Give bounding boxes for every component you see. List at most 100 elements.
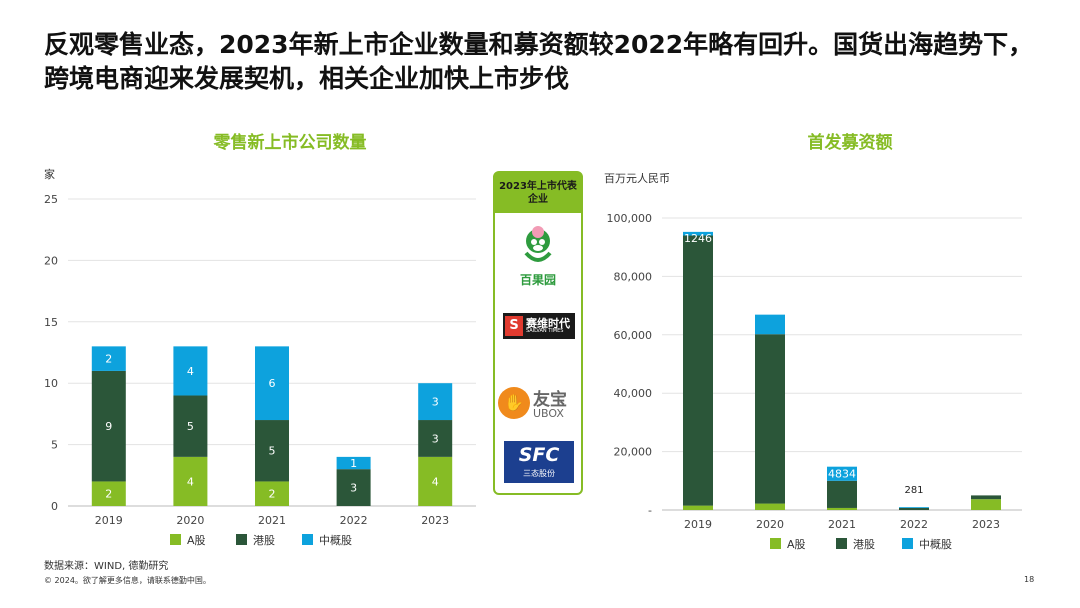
copyright: © 2024。欲了解更多信息，请联系德勤中国。 bbox=[44, 576, 211, 585]
chart-0-bar-2021-中概股 bbox=[255, 346, 289, 421]
chart-0-data-label: 3 bbox=[432, 396, 439, 409]
chart-0-x-tick-label: 2020 bbox=[176, 514, 204, 527]
chart-0-bar-2023-港股 bbox=[418, 420, 453, 457]
chart-0-bar-2022-中概股 bbox=[336, 456, 371, 470]
page-number: 18 bbox=[1024, 575, 1035, 584]
sailvan-sub: SAILVAN TIMES bbox=[526, 328, 564, 334]
chart-0-x-tick-label: 2023 bbox=[421, 514, 449, 527]
sailvan-logo-icon: S bbox=[505, 316, 523, 336]
right-chart-title: 首发募资额 bbox=[807, 133, 893, 153]
chart-1-data-label: 281 bbox=[904, 485, 923, 496]
chart-0-legend-label: A股 bbox=[187, 534, 206, 547]
chart-0-x-tick-label: 2021 bbox=[258, 514, 286, 527]
chart-1-bar-2023-A股 bbox=[971, 499, 1001, 510]
sfc-name: SFC bbox=[518, 444, 560, 466]
chart-1-legend-swatch-中概股 bbox=[902, 538, 913, 549]
baiguoyuan-logo: 百果园 bbox=[509, 223, 567, 287]
chart-1-x-tick-label: 2023 bbox=[972, 518, 1000, 531]
chart-1-y-tick-label: 100,000 bbox=[607, 212, 653, 225]
chart-0-x-tick-label: 2022 bbox=[340, 514, 368, 527]
chart-0-y-tick-label: 25 bbox=[44, 193, 58, 206]
chart-0-data-label: 5 bbox=[269, 445, 276, 458]
representative-companies-panel: 2023年上市代表企业 百果园 S 赛维时代 SAILVAN TIMES ✋ 友… bbox=[493, 171, 583, 495]
chart-0-data-label: 4 bbox=[187, 365, 194, 378]
ubox-sub: UBOX bbox=[533, 407, 564, 420]
chart-1-data-label: 4834 bbox=[828, 468, 856, 481]
sfc-logo-icon: SFC bbox=[504, 444, 574, 466]
chart-0-data-label: 3 bbox=[350, 482, 357, 495]
chart-1-x-tick-label: 2020 bbox=[756, 518, 784, 531]
chart-0-bar-2020-港股 bbox=[173, 395, 208, 457]
chart-0-data-label: 2 bbox=[269, 488, 276, 501]
chart-0-data-label: 5 bbox=[187, 420, 194, 433]
chart-0-data-label: 3 bbox=[432, 432, 439, 445]
chart-1-y-tick-label: 60,000 bbox=[614, 329, 653, 342]
data-source: 数据来源：WIND, 德勤研究 bbox=[44, 561, 169, 572]
chart-1-bar-2019-港股 bbox=[683, 235, 713, 506]
chart-1-bar-2022-港股 bbox=[899, 507, 929, 510]
chart-0-bar-2019-港股 bbox=[91, 370, 126, 482]
chart-0-legend-swatch-A股 bbox=[170, 534, 181, 545]
chart-1-bar-2019-A股 bbox=[683, 505, 713, 510]
chart-0-bar-2023-中概股 bbox=[418, 383, 453, 421]
chart-0-data-label: 4 bbox=[187, 475, 194, 488]
chart-1-x-tick-label: 2019 bbox=[684, 518, 712, 531]
sailvan-logo: S 赛维时代 SAILVAN TIMES bbox=[503, 313, 575, 339]
chart-1-legend-label: 港股 bbox=[853, 538, 875, 551]
chart-1-legend-label: A股 bbox=[787, 538, 806, 551]
sfc-logo: SFC 三态股份 bbox=[504, 441, 574, 483]
chart-1-y-tick-label: - bbox=[648, 504, 652, 517]
chart-0-bar-2023-A股 bbox=[418, 456, 453, 506]
chart-1-y-tick-label: 20,000 bbox=[614, 446, 653, 459]
chart-0-unit-label: 家 bbox=[44, 167, 55, 181]
chart-0-legend-label: 港股 bbox=[253, 534, 275, 547]
chart-1-bar-2021-中概股 bbox=[827, 466, 857, 481]
chart-0-bar-2020-中概股 bbox=[173, 346, 208, 396]
chart-0-bar-2021-A股 bbox=[255, 481, 289, 506]
chart-1-legend-swatch-A股 bbox=[770, 538, 781, 549]
chart-1-y-tick-label: 80,000 bbox=[614, 270, 653, 283]
chart-0-bar-2019-A股 bbox=[91, 481, 126, 506]
chart-1-bar-2023-港股 bbox=[971, 495, 1001, 500]
chart-0-y-tick-label: 20 bbox=[44, 254, 58, 267]
chart-1-bar-2020-A股 bbox=[755, 503, 785, 510]
ubox-name: 友宝 bbox=[533, 390, 567, 410]
chart-0-bar-2020-A股 bbox=[173, 456, 208, 506]
chart-0-bar-2019-中概股 bbox=[91, 346, 126, 371]
chart-1-x-tick-label: 2022 bbox=[900, 518, 928, 531]
chart-0-data-label: 6 bbox=[269, 377, 276, 390]
chart-0-legend-swatch-港股 bbox=[236, 534, 247, 545]
chart-0-y-tick-label: 0 bbox=[51, 500, 58, 513]
chart-1-x-tick-label: 2021 bbox=[828, 518, 856, 531]
ubox-logo: ✋ 友宝 UBOX bbox=[498, 385, 580, 425]
chart-1-bar-2020-港股 bbox=[755, 334, 785, 504]
chart-0-y-tick-label: 15 bbox=[44, 316, 58, 329]
sfc-sub: 三态股份 bbox=[523, 469, 555, 478]
chart-0-legend-swatch-中概股 bbox=[302, 534, 313, 545]
chart-0-y-tick-label: 5 bbox=[51, 439, 58, 452]
chart-0-data-label: 2 bbox=[105, 353, 112, 366]
chart-1-bar-2022-中概股 bbox=[899, 507, 929, 508]
chart-1-unit-label: 百万元人民币 bbox=[604, 172, 670, 185]
chart-0-legend-label: 中概股 bbox=[319, 534, 352, 547]
chart-1-bar-2021-港股 bbox=[827, 480, 857, 508]
chart-1-y-tick-label: 40,000 bbox=[614, 387, 653, 400]
page-headline: 反观零售业态，2023年新上市企业数量和募资额较2022年略有回升。国货出海趋势… bbox=[44, 30, 1034, 93]
chart-0-data-label: 1 bbox=[350, 457, 357, 470]
chart-0-bar-2021-港股 bbox=[255, 420, 289, 482]
chart-0-data-label: 4 bbox=[432, 475, 439, 488]
left-chart-title: 零售新上市公司数量 bbox=[213, 133, 367, 153]
monkey-logo-icon bbox=[524, 226, 552, 262]
chart-1-legend-label: 中概股 bbox=[919, 538, 952, 551]
chart-0-y-tick-label: 10 bbox=[44, 377, 58, 390]
chart-1-bar-2020-中概股 bbox=[755, 314, 785, 335]
companies-panel-header: 2023年上市代表企业 bbox=[495, 173, 581, 213]
chart-0-data-label: 2 bbox=[105, 488, 112, 501]
chart-0-data-label: 9 bbox=[105, 420, 112, 433]
ubox-logo-icon: ✋ bbox=[498, 387, 530, 419]
baiguoyuan-name: 百果园 bbox=[519, 273, 556, 287]
chart-1-data-label: 1246 bbox=[684, 232, 712, 245]
chart-1-bar-2019-中概股 bbox=[683, 231, 713, 236]
chart-0-bar-2022-港股 bbox=[336, 469, 371, 506]
